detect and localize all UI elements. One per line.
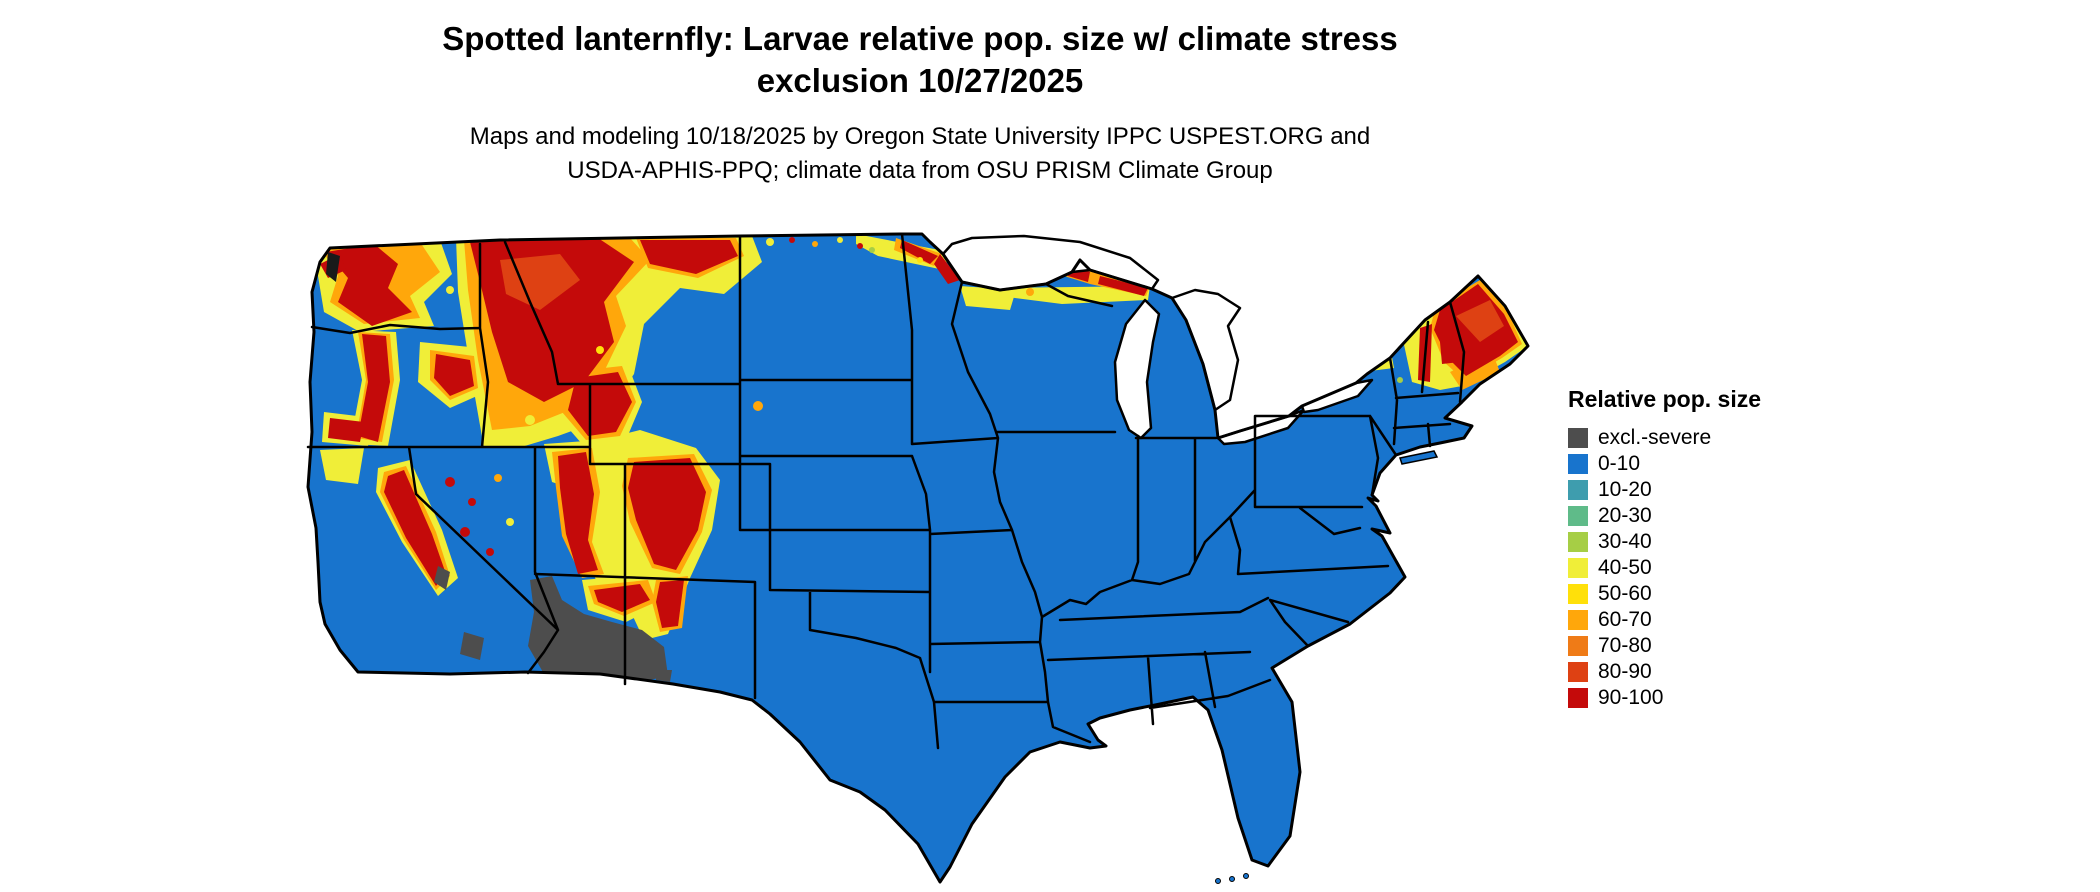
legend-swatch-50-60 bbox=[1568, 584, 1588, 604]
legend-item: 30-40 bbox=[1568, 529, 1828, 555]
overlay-excluded-gray bbox=[434, 566, 672, 682]
state-borders bbox=[306, 232, 1466, 750]
us-map bbox=[300, 230, 1540, 892]
puget-sound bbox=[326, 252, 340, 282]
legend-item: 50-60 bbox=[1568, 581, 1828, 607]
legend-title: Relative pop. size bbox=[1568, 386, 1762, 412]
legend-item: 70-80 bbox=[1568, 633, 1828, 659]
legend-item: 60-70 bbox=[1568, 607, 1828, 633]
legend-item: excl.-severe bbox=[1568, 425, 1828, 451]
legend-swatch-0-10 bbox=[1568, 454, 1588, 474]
legend-label: 70-80 bbox=[1598, 634, 1652, 657]
legend-item: 20-30 bbox=[1568, 503, 1828, 529]
legend-label: 50-60 bbox=[1598, 582, 1652, 605]
legend-items: excl.-severe 0-10 10-20 20-30 30-40 40-5… bbox=[1568, 425, 1828, 711]
legend: Relative pop. size excl.-severe 0-10 10-… bbox=[1568, 386, 1828, 711]
legend-label: excl.-severe bbox=[1598, 426, 1712, 449]
legend-label: 10-20 bbox=[1598, 478, 1652, 501]
page-title-line2: exclusion 10/27/2025 bbox=[756, 62, 1084, 99]
legend-swatch-70-80 bbox=[1568, 636, 1588, 656]
page-subtitle: Maps and modeling 10/18/2025 by Oregon S… bbox=[0, 120, 1840, 188]
florida-keys bbox=[1215, 873, 1249, 884]
legend-item: 80-90 bbox=[1568, 659, 1828, 685]
legend-label: 30-40 bbox=[1598, 530, 1652, 553]
legend-swatch-10-20 bbox=[1568, 480, 1588, 500]
legend-item: 10-20 bbox=[1568, 477, 1828, 503]
legend-item: 40-50 bbox=[1568, 555, 1828, 581]
page-title-line1: Spotted lanternfly: Larvae relative pop.… bbox=[442, 20, 1398, 57]
legend-swatch-90-100 bbox=[1568, 688, 1588, 708]
legend-label: 90-100 bbox=[1598, 686, 1664, 709]
legend-label: 60-70 bbox=[1598, 608, 1652, 631]
page-subtitle-line2: USDA-APHIS-PPQ; climate data from OSU PR… bbox=[567, 157, 1273, 184]
legend-swatch-20-30 bbox=[1568, 506, 1588, 526]
legend-item: 0-10 bbox=[1568, 451, 1828, 477]
legend-item: 90-100 bbox=[1568, 685, 1828, 711]
legend-swatch-40-50 bbox=[1568, 558, 1588, 578]
page-title: Spotted lanternfly: Larvae relative pop.… bbox=[0, 18, 1840, 102]
overlay-darkred-80-90 bbox=[500, 254, 1504, 342]
legend-label: 40-50 bbox=[1598, 556, 1652, 579]
legend-label: 80-90 bbox=[1598, 660, 1652, 683]
long-island bbox=[1399, 450, 1439, 465]
legend-label: 0-10 bbox=[1598, 452, 1641, 475]
us-map-svg bbox=[306, 232, 1530, 884]
legend-swatch-excl-severe bbox=[1568, 428, 1588, 448]
legend-swatch-60-70 bbox=[1568, 610, 1588, 630]
header: Spotted lanternfly: Larvae relative pop.… bbox=[0, 18, 1840, 188]
page-subtitle-line1: Maps and modeling 10/18/2025 by Oregon S… bbox=[469, 123, 1371, 150]
legend-swatch-80-90 bbox=[1568, 662, 1588, 682]
legend-label: 20-30 bbox=[1598, 504, 1652, 527]
legend-swatch-30-40 bbox=[1568, 532, 1588, 552]
